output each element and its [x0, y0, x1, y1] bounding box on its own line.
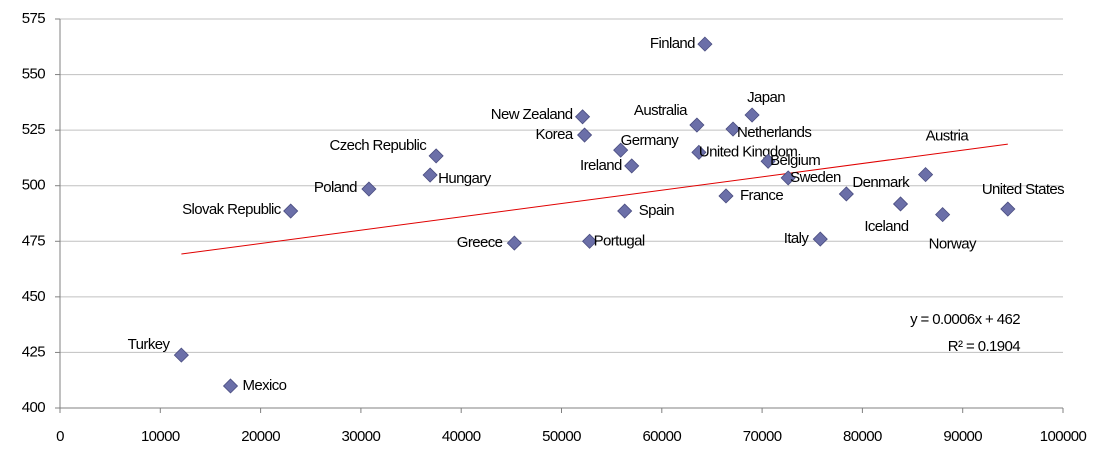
point-label: Mexico — [243, 377, 287, 394]
point-label: Slovak Republic — [182, 201, 282, 218]
x-tick-label: 50000 — [542, 428, 581, 445]
point — [422, 167, 438, 183]
point — [1000, 201, 1016, 217]
y-tick-label: 575 — [22, 10, 45, 27]
point — [428, 148, 444, 164]
point-label: Hungary — [438, 170, 492, 187]
point — [918, 167, 934, 183]
point — [574, 109, 591, 125]
point — [780, 170, 796, 186]
point — [744, 107, 760, 123]
point — [838, 186, 854, 202]
trendline — [181, 143, 1008, 255]
point — [361, 181, 377, 197]
trendline-equation: y = 0.0006x + 462 — [910, 311, 1020, 328]
point — [725, 121, 741, 137]
y-tick-label: 475 — [22, 232, 45, 249]
x-tick-label: 100000 — [1040, 428, 1087, 445]
point-label: Austria — [926, 128, 970, 145]
point — [617, 203, 633, 219]
x-tick-label: 70000 — [743, 428, 782, 445]
point-label: Spain — [639, 202, 675, 219]
point-label: Turkey — [128, 336, 171, 353]
point-label: Ireland — [580, 157, 622, 174]
point-label: United Kingdom — [699, 143, 797, 160]
point-label: Greece — [457, 234, 503, 251]
point — [760, 153, 776, 169]
point-label: Japan — [747, 89, 785, 106]
point-label: Norway — [929, 236, 977, 253]
point — [689, 117, 705, 133]
point-label: Portugal — [594, 232, 645, 249]
point — [506, 235, 522, 251]
x-tick-label: 80000 — [843, 428, 882, 445]
point-label: Iceland — [864, 218, 908, 235]
point-label: Denmark — [852, 174, 910, 191]
point-label: Australia — [634, 102, 688, 119]
x-tick-label: 10000 — [141, 428, 180, 445]
point — [812, 231, 828, 247]
point — [718, 188, 734, 204]
point — [892, 196, 909, 212]
point — [624, 158, 640, 174]
trendline-r2: R² = 0.1904 — [948, 338, 1020, 355]
y-tick-label: 550 — [22, 66, 45, 83]
point — [173, 347, 189, 363]
x-tick-label: 0 — [56, 428, 64, 445]
point — [697, 36, 713, 52]
y-tick-label: 425 — [22, 343, 45, 360]
point — [935, 207, 951, 223]
x-tick-label: 40000 — [442, 428, 481, 445]
point — [582, 233, 598, 249]
point-label: Belgium — [770, 152, 820, 169]
point-label: Italy — [784, 230, 810, 247]
point-label: Finland — [650, 35, 695, 52]
point-label: Netherlands — [737, 124, 811, 141]
point-label: Poland — [314, 179, 357, 196]
point-label: Korea — [536, 126, 574, 143]
x-tick-label: 90000 — [943, 428, 982, 445]
y-tick-label: 500 — [22, 177, 45, 194]
x-tick-label: 30000 — [342, 428, 381, 445]
point-label: Sweden — [790, 169, 841, 186]
point-label: Germany — [621, 132, 680, 149]
y-tick-label: 400 — [22, 399, 45, 416]
point — [691, 144, 707, 160]
point — [222, 378, 239, 394]
point-label: Czech Republic — [329, 137, 427, 154]
point — [613, 142, 629, 158]
point-label: United States — [982, 181, 1064, 198]
point-label: New Zealand — [491, 106, 573, 123]
x-tick-label: 20000 — [241, 428, 280, 445]
point — [577, 127, 593, 143]
y-tick-label: 450 — [22, 288, 45, 305]
x-tick-label: 60000 — [642, 428, 681, 445]
y-tick-label: 525 — [22, 121, 45, 138]
point — [283, 203, 299, 219]
point-label: France — [740, 187, 783, 204]
